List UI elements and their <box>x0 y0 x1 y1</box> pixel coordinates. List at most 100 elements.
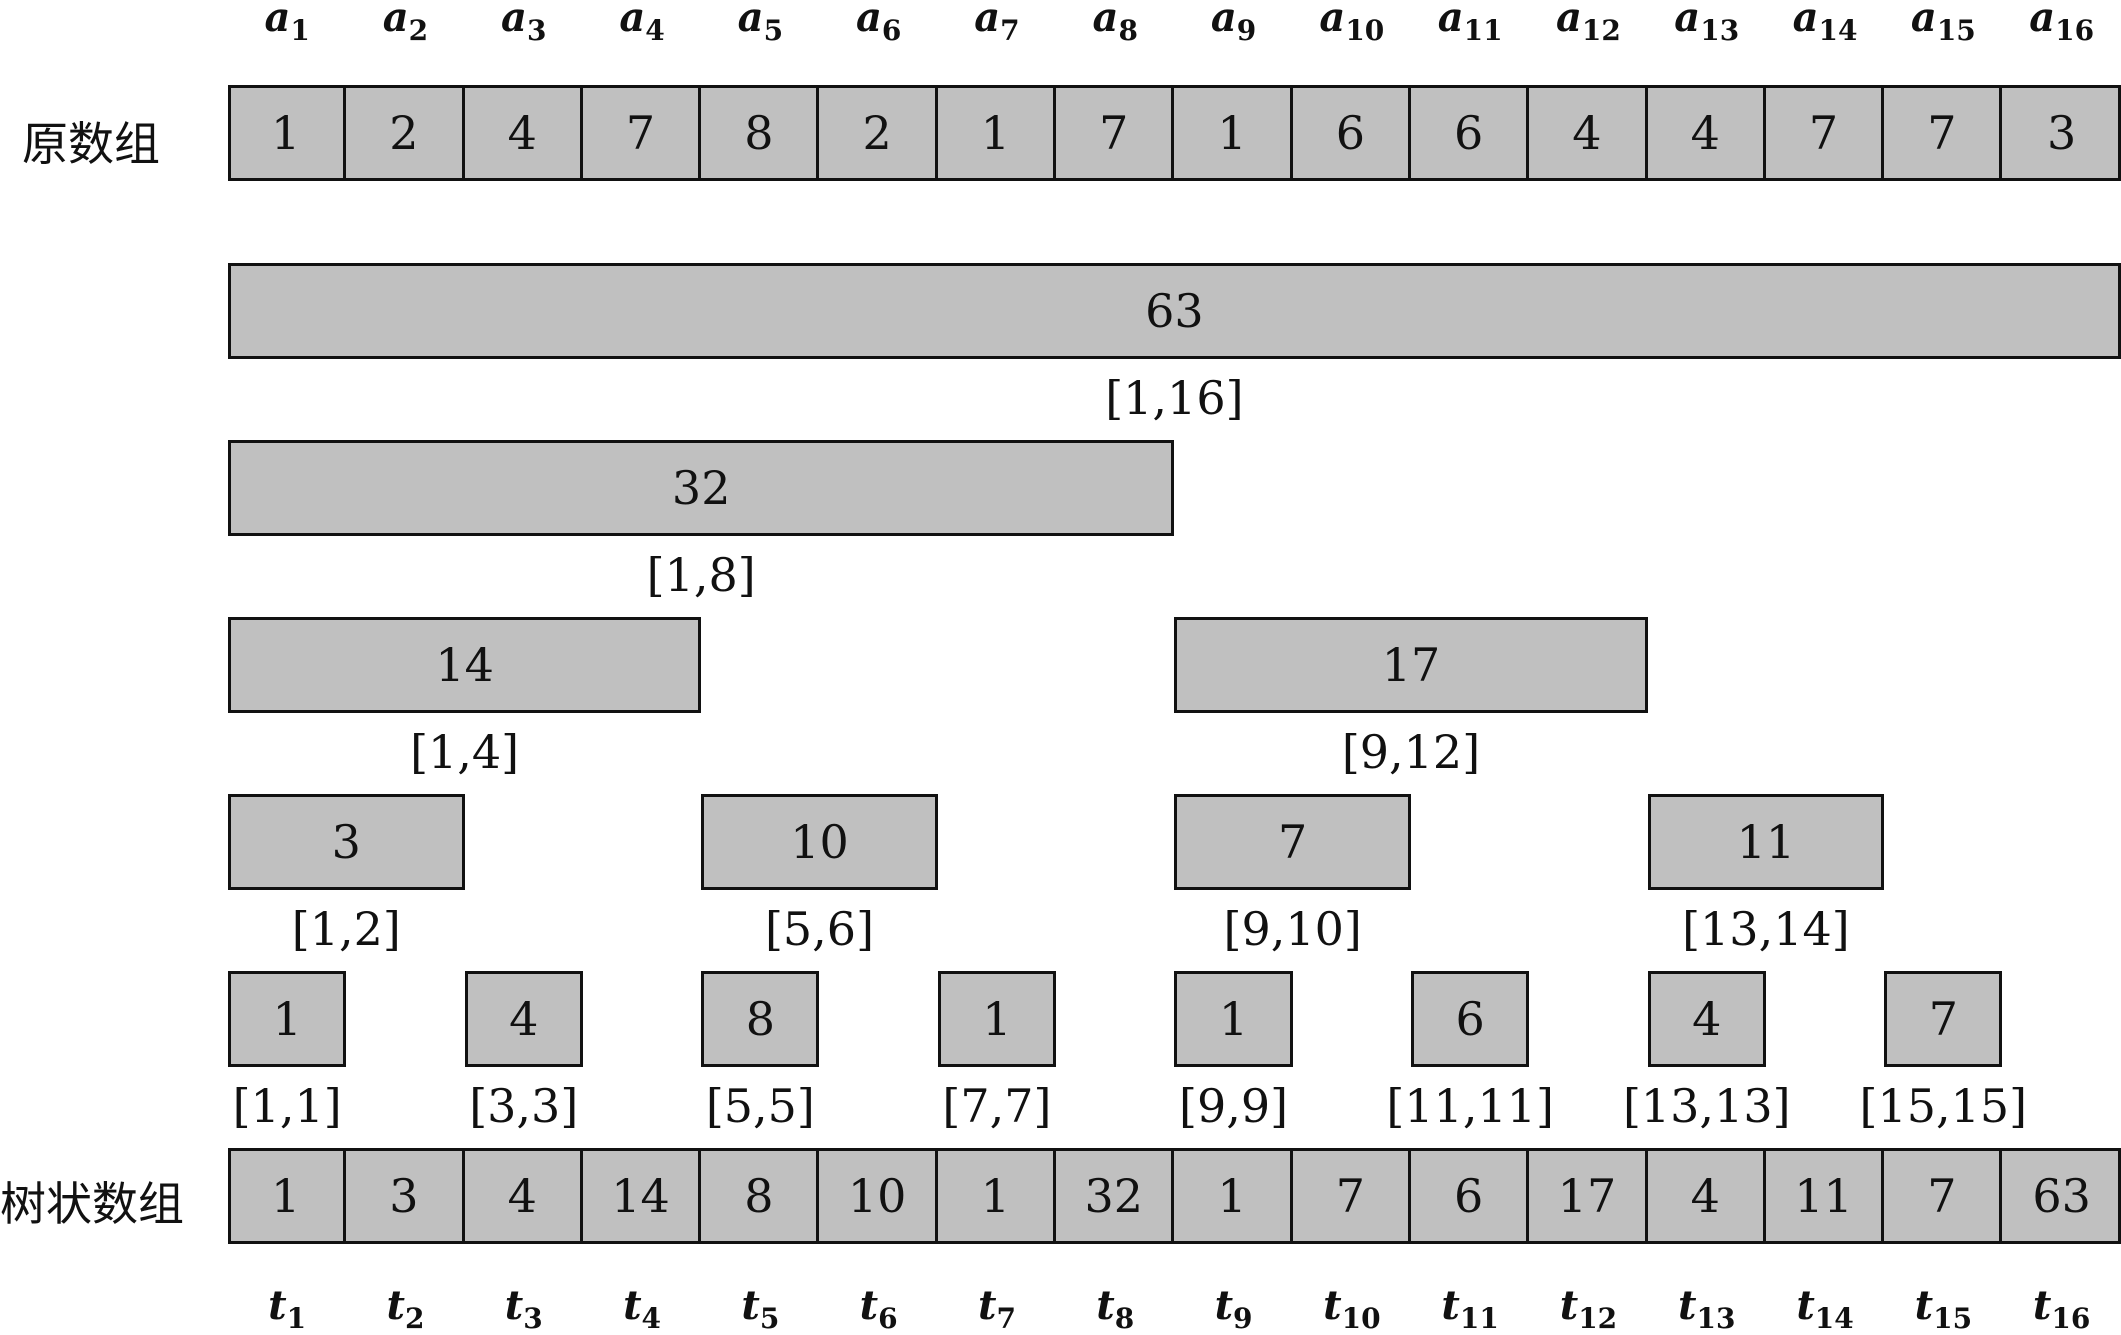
tree-cell: 7 <box>1884 1151 2003 1241</box>
tree-node-range: [1,4] <box>410 725 520 779</box>
tree-node-range: [7,7] <box>942 1079 1052 1133</box>
tree-index-t13: t13 <box>1678 1282 1736 1335</box>
tree-cell: 3 <box>346 1151 465 1241</box>
tree-cell: 63 <box>2032 1169 2091 1223</box>
tree-node: 32 <box>228 440 1175 536</box>
tree-node: 14 <box>228 617 702 713</box>
tree-node: 4 <box>1647 971 1766 1067</box>
original-cell: 6 <box>1293 88 1411 178</box>
tree-cell: 17 <box>1529 1151 1648 1241</box>
original-index-a8: a8 <box>1092 0 1138 47</box>
tree-cell: 14 <box>583 1151 702 1241</box>
tree-node-range: [15,15] <box>1859 1079 2028 1133</box>
tree-index-t2: t2 <box>386 1282 425 1335</box>
tree-node: 7 <box>1174 794 1411 890</box>
original-index-a1: a1 <box>264 0 310 47</box>
tree-node-range: [13,14] <box>1682 902 1850 956</box>
original-cell: 6 <box>1411 88 1530 178</box>
tree-node: 8 <box>701 971 820 1067</box>
tree-index-t12: t12 <box>1559 1282 1618 1335</box>
tree-index-t14: t14 <box>1796 1282 1854 1335</box>
original-index-a12: a12 <box>1555 0 1621 47</box>
original-cell: 4 <box>1529 88 1648 178</box>
original-cell: 7 <box>1766 88 1885 178</box>
tree-cell: 7 <box>1293 1151 1411 1241</box>
original-index-a3: a3 <box>501 0 547 47</box>
original-cell: 1 <box>228 88 347 178</box>
tree-index-t5: t5 <box>741 1282 780 1335</box>
tree-node-range: [9,12] <box>1341 725 1481 779</box>
original-cell: 7 <box>583 88 702 178</box>
original-index-a9: a9 <box>1210 0 1257 47</box>
original-cell: 7 <box>1884 88 2003 178</box>
original-cell: 2 <box>346 88 465 178</box>
original-cell: 4 <box>1648 88 1766 178</box>
tree-node-range: [13,13] <box>1622 1079 1791 1133</box>
tree-index-t6: t6 <box>859 1282 898 1335</box>
tree-node: 11 <box>1647 794 1885 890</box>
tree-cell: 1 <box>1174 1151 1293 1241</box>
tree-node-range: [1,2] <box>291 902 401 956</box>
tree-node: 4 <box>464 971 583 1067</box>
tree-node-range: [1,16] <box>1105 371 1244 425</box>
original-index-a7: a7 <box>974 0 1020 47</box>
tree-index-t8: t8 <box>1096 1282 1135 1335</box>
original-index-a15: a15 <box>1910 0 1976 47</box>
tree-index-t15: t15 <box>1914 1282 1973 1335</box>
tree-node-range: [11,11] <box>1386 1079 1554 1133</box>
tree-cell: 11 <box>1766 1151 1885 1241</box>
tree-index-t4: t4 <box>623 1282 662 1335</box>
tree-index-t16: t16 <box>2032 1282 2091 1335</box>
tree-index-t1: t1 <box>268 1282 307 1335</box>
tree-cell: 6 <box>1411 1151 1530 1241</box>
tree-node-range: [5,6] <box>764 902 875 956</box>
original-cell: 1 <box>1174 88 1293 178</box>
original-index-a16: a16 <box>2029 0 2095 47</box>
original-index-a14: a14 <box>1792 0 1858 47</box>
tree-node: 10 <box>701 794 938 890</box>
original-index-a4: a4 <box>619 0 665 47</box>
tree-node-range: [9,9] <box>1179 1079 1289 1133</box>
original-cell: 8 <box>701 88 820 178</box>
original-cell: 1 <box>938 88 1057 178</box>
tree-cell: 4 <box>1648 1151 1766 1241</box>
original-index-a13: a13 <box>1674 0 1740 47</box>
tree-cell: 1 <box>938 1151 1057 1241</box>
original-index-a5: a5 <box>737 0 784 47</box>
tree-node: 3 <box>228 794 465 890</box>
tree-index-t10: t10 <box>1323 1282 1381 1335</box>
original-cell: 2 <box>820 88 938 178</box>
original-cell: 3 <box>2047 106 2077 160</box>
tree-index-t9: t9 <box>1214 1282 1253 1335</box>
tree-cell: 1 <box>228 1151 347 1241</box>
tree-cell: 10 <box>820 1151 938 1241</box>
tree-node-range: [1,8] <box>646 548 756 602</box>
tree-node: 6 <box>1411 971 1530 1067</box>
tree-index-t7: t7 <box>977 1282 1016 1335</box>
tree-cell: 4 <box>465 1151 583 1241</box>
tree-node: 1 <box>937 971 1057 1067</box>
original-cell: 7 <box>1056 88 1175 178</box>
tree-node-range: [3,3] <box>469 1079 579 1133</box>
tree-array-row: 1 3 4 14 8 10 1 32 1 7 6 17 4 11 7 63 <box>228 1148 2121 1244</box>
original-index-a10: a10 <box>1319 0 1385 47</box>
original-index-a2: a2 <box>382 0 429 47</box>
tree-index-t3: t3 <box>504 1282 543 1335</box>
tree-node-range: [1,1] <box>232 1079 342 1133</box>
tree-node: 1 <box>228 971 347 1067</box>
original-index-a6: a6 <box>855 0 902 47</box>
tree-node: 63 <box>228 263 2121 359</box>
original-array-label: 原数组 <box>22 117 160 171</box>
original-index-a11: a11 <box>1437 0 1503 47</box>
tree-node: 7 <box>1884 971 2003 1067</box>
tree-index-t11: t11 <box>1441 1282 1499 1335</box>
tree-cell: 32 <box>1056 1151 1175 1241</box>
original-cell: 4 <box>465 88 583 178</box>
tree-cell: 8 <box>701 1151 820 1241</box>
tree-node: 17 <box>1174 617 1648 713</box>
tree-array-label: 树状数组 <box>0 1177 184 1231</box>
tree-node-range: [5,5] <box>705 1079 815 1133</box>
tree-node-range: [9,10] <box>1223 902 1362 956</box>
tree-node: 1 <box>1174 971 1293 1067</box>
